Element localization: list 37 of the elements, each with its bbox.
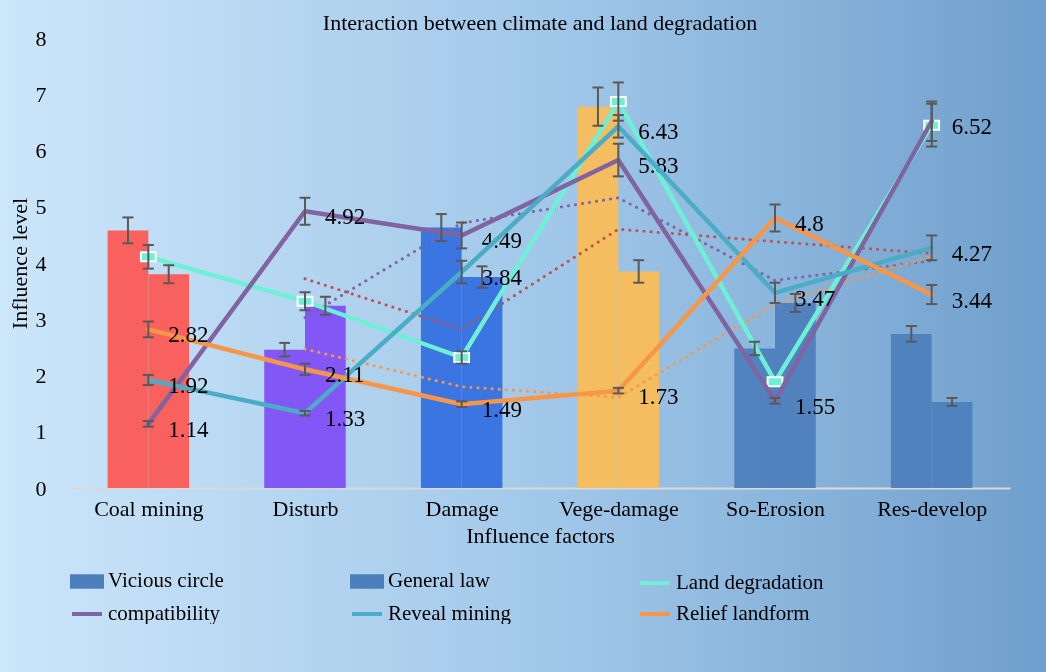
y-tick-label: 3 (35, 306, 47, 332)
data-label: 1.49 (481, 397, 522, 423)
data-label: 3.47 (795, 285, 836, 311)
legend-label: Reveal mining (388, 601, 512, 625)
y-axis-title: Influence level (6, 197, 32, 330)
legend-label: Land degradation (676, 570, 825, 594)
x-tick-label: Vege-damage (558, 495, 679, 521)
x-tick-label: Res-develop (877, 495, 988, 521)
data-label: 1.73 (638, 383, 679, 409)
data-label: 1.55 (795, 393, 836, 419)
data-label: 6.52 (951, 114, 992, 140)
legend-label: compatibility (108, 601, 221, 625)
y-tick-label: 7 (35, 81, 47, 107)
y-tick-label: 6 (35, 138, 47, 163)
data-label: 4.27 (951, 240, 992, 266)
x-tick-label: Damage (425, 495, 499, 521)
y-tick-label: 2 (35, 363, 47, 388)
data-label: 1.14 (168, 416, 210, 442)
x-tick-label: Disturb (272, 495, 339, 521)
legend-label: General law (388, 568, 491, 593)
legend-label: Vicious circle (108, 568, 224, 593)
y-tick-label: 4 (35, 250, 47, 276)
y-tick-label: 5 (35, 194, 47, 220)
y-tick-label: 0 (35, 475, 47, 501)
x-tick-label: Coal mining (94, 495, 204, 521)
y-tick-label: 8 (35, 25, 47, 51)
y-tick-label: 1 (35, 419, 47, 445)
legend-label: Relief landform (676, 601, 810, 625)
x-axis-title: Influence factors (466, 522, 615, 548)
chart-title: Interaction between climate and land degradation (322, 10, 758, 35)
data-label: 4.8 (795, 211, 824, 236)
data-label: 3.44 (951, 287, 993, 313)
x-tick-label: So-Erosion (726, 495, 825, 521)
data-label: 4.92 (325, 204, 366, 230)
data-label: 1.33 (325, 406, 366, 432)
data-label: 6.43 (638, 119, 679, 145)
data-label: 3.84 (481, 265, 523, 290)
